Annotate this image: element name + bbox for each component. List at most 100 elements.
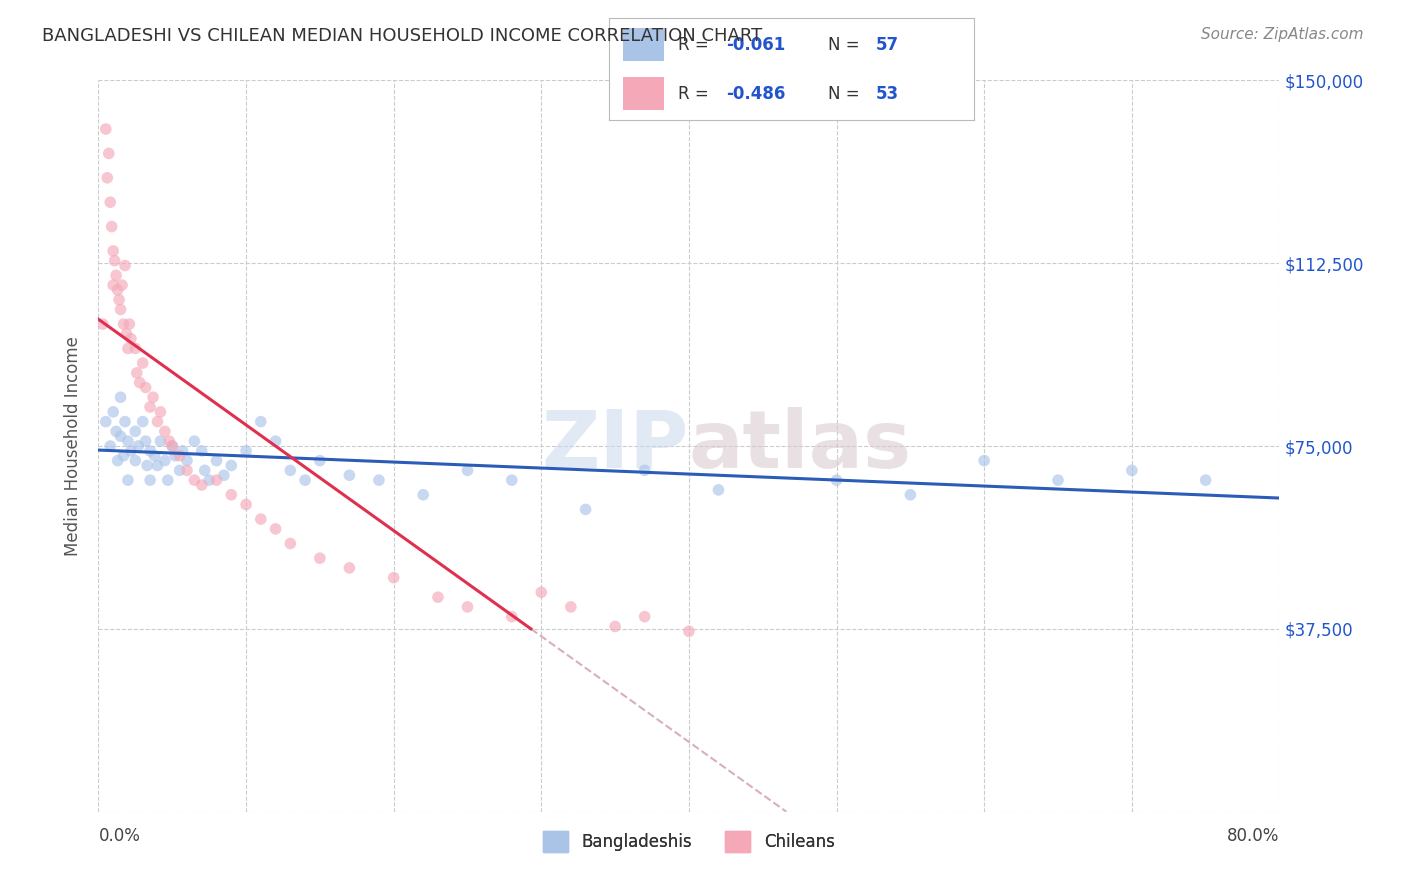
Text: R =: R =: [678, 36, 714, 54]
Point: [309, 453, 332, 467]
Point: [124, 342, 146, 356]
Point: [973, 453, 995, 467]
Point: [135, 380, 157, 394]
Point: [382, 571, 405, 585]
Text: Source: ZipAtlas.com: Source: ZipAtlas.com: [1201, 27, 1364, 42]
Text: -0.061: -0.061: [725, 36, 785, 54]
Point: [501, 473, 523, 487]
Point: [339, 561, 361, 575]
Point: [125, 366, 148, 380]
Point: [294, 473, 316, 487]
Point: [309, 551, 332, 566]
Point: [127, 439, 149, 453]
Point: [120, 332, 142, 346]
Point: [105, 268, 128, 283]
Point: [1121, 463, 1143, 477]
Point: [118, 317, 141, 331]
Point: [198, 473, 221, 487]
Point: [162, 439, 183, 453]
Point: [120, 443, 142, 458]
Point: [128, 376, 150, 390]
Point: [146, 415, 169, 429]
Point: [183, 473, 205, 487]
Point: [146, 458, 169, 473]
Point: [1195, 473, 1218, 487]
Point: [501, 609, 523, 624]
Point: [560, 599, 582, 614]
Y-axis label: Median Household Income: Median Household Income: [65, 336, 83, 556]
Point: [142, 390, 165, 404]
Point: [191, 443, 214, 458]
Text: 57: 57: [876, 36, 898, 54]
Point: [132, 415, 155, 429]
Point: [457, 599, 479, 614]
Point: [149, 405, 172, 419]
Point: [111, 278, 134, 293]
Point: [427, 590, 450, 604]
Point: [153, 453, 176, 467]
Point: [368, 473, 391, 487]
Point: [115, 326, 138, 341]
Point: [104, 253, 127, 268]
Point: [124, 425, 146, 439]
Text: 53: 53: [876, 85, 898, 103]
Point: [194, 463, 217, 477]
Point: [96, 170, 118, 185]
Point: [139, 400, 162, 414]
Point: [457, 463, 479, 477]
Text: R =: R =: [678, 85, 714, 103]
Point: [135, 434, 157, 449]
Point: [169, 449, 191, 463]
Point: [132, 356, 155, 370]
Point: [117, 473, 139, 487]
Point: [117, 434, 139, 449]
Point: [339, 468, 361, 483]
Legend: Bangladeshis, Chileans: Bangladeshis, Chileans: [537, 824, 841, 858]
Bar: [623, 28, 664, 61]
Text: N =: N =: [828, 36, 865, 54]
Bar: [623, 78, 664, 110]
Point: [678, 624, 700, 639]
Point: [707, 483, 730, 497]
Point: [575, 502, 598, 516]
Point: [212, 468, 235, 483]
Point: [94, 415, 117, 429]
Point: [825, 473, 848, 487]
Point: [280, 463, 302, 477]
Text: -0.486: -0.486: [725, 85, 785, 103]
Point: [1046, 473, 1070, 487]
Point: [153, 425, 176, 439]
Text: N =: N =: [828, 85, 865, 103]
Text: 0.0%: 0.0%: [98, 827, 141, 845]
Point: [162, 439, 183, 453]
Point: [235, 443, 257, 458]
Point: [114, 259, 136, 273]
Point: [110, 302, 132, 317]
Point: [103, 278, 125, 293]
Point: [98, 439, 121, 453]
Point: [112, 317, 135, 331]
Point: [103, 405, 125, 419]
Point: [412, 488, 434, 502]
Point: [172, 443, 194, 458]
Point: [205, 473, 228, 487]
Point: [124, 453, 146, 467]
Point: [264, 434, 287, 449]
Point: [221, 488, 243, 502]
Point: [136, 458, 159, 473]
Point: [900, 488, 922, 502]
Text: BANGLADESHI VS CHILEAN MEDIAN HOUSEHOLD INCOME CORRELATION CHART: BANGLADESHI VS CHILEAN MEDIAN HOUSEHOLD …: [42, 27, 762, 45]
Point: [143, 449, 166, 463]
Point: [110, 390, 132, 404]
Point: [205, 453, 228, 467]
Point: [98, 195, 121, 210]
Point: [107, 453, 129, 467]
Point: [250, 415, 273, 429]
Point: [250, 512, 273, 526]
Point: [114, 415, 136, 429]
Point: [235, 498, 257, 512]
Point: [139, 473, 162, 487]
Point: [112, 449, 135, 463]
Text: ZIP: ZIP: [541, 407, 689, 485]
Point: [176, 463, 198, 477]
